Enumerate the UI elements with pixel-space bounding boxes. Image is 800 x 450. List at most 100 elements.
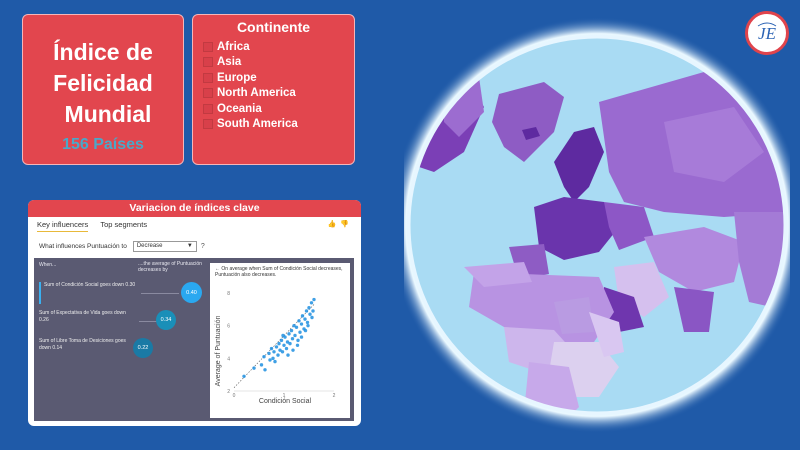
scatter-point <box>289 328 294 333</box>
region-india[interactable] <box>674 287 714 332</box>
scatter-point <box>259 363 264 367</box>
scatter-point <box>311 309 315 313</box>
filter-item-europe[interactable]: Europe <box>193 70 354 86</box>
tab-key-influencers[interactable]: Key influencers <box>37 220 89 232</box>
key-influencers-panel: Variacion de índices clave Key influence… <box>28 200 361 426</box>
scatter-point <box>262 355 266 359</box>
scatter-point <box>279 338 284 343</box>
influencer-bubble: 0.22 <box>133 338 153 358</box>
checkbox[interactable] <box>203 88 213 99</box>
select-value: Decrease <box>136 243 163 249</box>
logo-text: JE <box>758 24 777 43</box>
scatter-point <box>308 312 312 316</box>
region-greenland[interactable] <box>492 82 564 162</box>
y-axis-label: Average of Puntuación <box>215 316 222 387</box>
scatter-point <box>286 353 290 357</box>
scatter-point <box>287 332 291 336</box>
scatter-point <box>263 368 267 372</box>
y-tick-label: 8 <box>227 291 230 297</box>
scatter-point <box>288 341 292 346</box>
x-tick-label: 0 <box>233 393 236 399</box>
filter-label: Africa <box>217 40 250 53</box>
world-map-globe[interactable] <box>389 12 800 438</box>
x-axis-label: Condición Social <box>259 398 312 405</box>
scatter-point <box>306 323 310 328</box>
thumbs-down-icon[interactable]: 👎 <box>340 221 353 228</box>
influencers-area: When... ....the average of Puntuación de… <box>34 258 354 421</box>
scatter-point <box>284 346 289 351</box>
scatter-point <box>268 358 272 362</box>
checkbox[interactable] <box>203 103 213 114</box>
logo-mark: JE <box>757 22 777 43</box>
scatter-note: ← On average when Sum of Condición Socia… <box>215 266 350 278</box>
title-line-1: Índice de <box>53 39 153 65</box>
globe-rim <box>407 35 787 415</box>
influencer-bubble: 0.40 <box>181 282 202 303</box>
scatter-point <box>242 374 246 378</box>
region-southern-africa[interactable] <box>524 362 579 432</box>
checkbox[interactable] <box>203 72 213 83</box>
influencer-row[interactable]: Sum of Libre Toma de Desiciones goes dow… <box>39 338 199 360</box>
x-tick-label: 2 <box>333 393 336 399</box>
scatter-point <box>282 343 286 347</box>
region-horn-africa[interactable] <box>589 312 624 357</box>
region-egypt[interactable] <box>554 297 594 334</box>
region-iceland[interactable] <box>522 127 540 140</box>
influencer-bubble: 0.34 <box>156 310 176 330</box>
scatter-point <box>303 317 307 321</box>
question-row: What influences Puntuación to Decrease ▼… <box>28 240 361 252</box>
region-europe-east[interactable] <box>604 202 654 250</box>
panel-header: Variacion de índices clave <box>28 200 361 217</box>
scatter-axes: 0 1 2 2 4 6 8 <box>227 291 335 399</box>
region-siberia[interactable] <box>664 107 764 182</box>
y-tick-label: 2 <box>227 389 230 395</box>
title-line-2: Felicidad <box>53 70 153 96</box>
trend-line <box>233 304 315 388</box>
panel-icons: 👍👎 <box>328 220 353 228</box>
scatter-point <box>292 323 296 328</box>
globe-svg <box>389 17 800 433</box>
region-morocco[interactable] <box>464 262 532 287</box>
scatter-point <box>273 359 277 364</box>
region-central-asia[interactable] <box>644 227 744 292</box>
title-card: Índice de Felicidad Mundial 156 Países <box>22 14 184 165</box>
scatter-point <box>293 333 297 338</box>
thumbs-up-icon[interactable]: 👍 <box>327 221 341 228</box>
scatter-point <box>278 348 282 352</box>
direction-select[interactable]: Decrease ▼ <box>132 240 197 252</box>
influencer-row[interactable]: Sum of Expectativa de Vida goes down 0.2… <box>39 310 199 332</box>
influencer-row[interactable]: Sum of Condición Social goes down 0.30 0… <box>39 282 202 304</box>
filter-item-south-america[interactable]: South America <box>193 117 354 133</box>
filter-item-asia[interactable]: Asia <box>193 55 354 71</box>
checkbox[interactable] <box>203 119 213 130</box>
scatter-card: ← On average when Sum of Condición Socia… <box>210 263 350 418</box>
y-tick-label: 4 <box>227 356 230 362</box>
influencer-line <box>139 321 157 322</box>
scatter-point <box>297 319 301 323</box>
scatter-points <box>242 297 316 378</box>
scatter-point <box>312 297 316 302</box>
filter-label: Oceania <box>217 102 262 115</box>
tab-top-segments[interactable]: Top segments <box>100 220 148 229</box>
logo: JE <box>745 11 789 55</box>
scatter-point <box>305 320 310 325</box>
filter-label: Asia <box>217 56 242 69</box>
checkbox[interactable] <box>203 41 213 52</box>
region-europe-west[interactable] <box>534 197 619 260</box>
scatter-point <box>299 335 304 339</box>
scatter-point <box>298 330 302 334</box>
filter-item-oceania[interactable]: Oceania <box>193 101 354 117</box>
scatter-point <box>252 366 256 370</box>
help-icon[interactable]: ? <box>200 242 205 250</box>
checkbox[interactable] <box>203 57 213 68</box>
region-scandinavia[interactable] <box>554 127 604 202</box>
scatter-point <box>285 340 290 344</box>
scatter-point <box>303 328 308 333</box>
filter-title: Continente <box>236 19 311 35</box>
filter-item-africa[interactable]: Africa <box>193 39 354 55</box>
scatter-point <box>294 325 299 329</box>
back-arrow-icon[interactable]: ← <box>215 266 220 272</box>
scatter-point <box>280 350 285 354</box>
scatter-point <box>304 309 309 313</box>
filter-item-north-america[interactable]: North America <box>193 86 354 102</box>
